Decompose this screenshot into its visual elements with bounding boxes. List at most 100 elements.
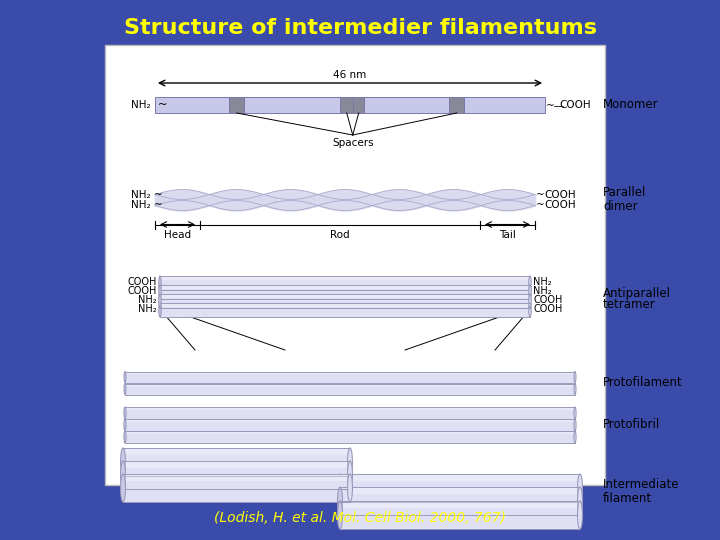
- Bar: [123, 474, 350, 502]
- Bar: [364, 97, 449, 113]
- Text: ~: ~: [154, 200, 163, 210]
- Ellipse shape: [120, 461, 125, 489]
- Text: COOH: COOH: [544, 190, 575, 200]
- Text: tetramer: tetramer: [603, 299, 656, 312]
- Bar: [125, 372, 575, 374]
- Ellipse shape: [348, 448, 353, 476]
- Bar: [123, 448, 350, 476]
- Bar: [160, 276, 530, 290]
- Ellipse shape: [159, 276, 161, 290]
- Bar: [160, 294, 530, 298]
- Text: COOH: COOH: [127, 277, 157, 287]
- Text: (Lodish, H. et al. Mol. Cell Biol. 2000, 767): (Lodish, H. et al. Mol. Cell Biol. 2000,…: [214, 511, 506, 525]
- Text: Tail: Tail: [499, 231, 516, 240]
- Text: Structure of intermedier filamentums: Structure of intermedier filamentums: [124, 18, 596, 38]
- Ellipse shape: [159, 294, 161, 308]
- Text: ~: ~: [154, 98, 168, 111]
- Ellipse shape: [577, 487, 582, 515]
- Text: Intermediate: Intermediate: [603, 478, 680, 491]
- Text: 46 nm: 46 nm: [333, 70, 366, 80]
- Bar: [125, 383, 575, 386]
- Bar: [125, 419, 575, 422]
- Ellipse shape: [574, 419, 576, 431]
- Ellipse shape: [338, 487, 343, 515]
- Bar: [125, 407, 575, 419]
- Text: COOH: COOH: [533, 304, 562, 314]
- Text: Head: Head: [164, 231, 191, 240]
- Text: Protofilament: Protofilament: [603, 376, 683, 389]
- Bar: [155, 97, 229, 113]
- Bar: [160, 294, 530, 308]
- Ellipse shape: [159, 303, 161, 317]
- Text: ~—: ~—: [546, 100, 565, 110]
- Ellipse shape: [348, 461, 353, 489]
- Text: NH₂: NH₂: [138, 304, 157, 314]
- Text: Parallel: Parallel: [603, 186, 647, 199]
- Text: Protofibril: Protofibril: [603, 418, 660, 431]
- Ellipse shape: [124, 419, 126, 431]
- Text: COOH: COOH: [544, 200, 575, 210]
- Ellipse shape: [528, 285, 531, 299]
- Bar: [123, 461, 350, 489]
- Bar: [123, 461, 350, 468]
- Ellipse shape: [120, 474, 125, 502]
- Bar: [125, 407, 575, 410]
- Ellipse shape: [124, 431, 126, 443]
- Bar: [340, 501, 580, 508]
- Ellipse shape: [574, 407, 576, 419]
- Ellipse shape: [528, 294, 531, 308]
- Bar: [125, 431, 575, 443]
- Text: ~: ~: [536, 200, 545, 210]
- Ellipse shape: [577, 501, 582, 529]
- Text: COOH: COOH: [533, 295, 562, 305]
- Text: Rod: Rod: [330, 231, 350, 240]
- Text: NH₂: NH₂: [131, 190, 151, 200]
- Bar: [340, 97, 354, 113]
- Text: ~: ~: [154, 190, 163, 200]
- Ellipse shape: [124, 407, 126, 419]
- Bar: [244, 97, 340, 113]
- Text: COOH: COOH: [127, 286, 157, 296]
- Text: Spacers: Spacers: [332, 138, 374, 148]
- Ellipse shape: [338, 501, 343, 529]
- Text: Monomer: Monomer: [603, 98, 659, 111]
- Text: NH₂: NH₂: [131, 200, 151, 210]
- Ellipse shape: [124, 383, 126, 395]
- Text: dimer: dimer: [603, 200, 638, 213]
- Bar: [160, 303, 530, 317]
- Ellipse shape: [574, 431, 576, 443]
- Ellipse shape: [528, 303, 531, 317]
- Bar: [340, 474, 580, 502]
- Bar: [340, 487, 580, 515]
- Ellipse shape: [348, 474, 353, 502]
- Bar: [125, 383, 575, 395]
- Text: Antiparallel: Antiparallel: [603, 287, 671, 300]
- Bar: [125, 431, 575, 434]
- Ellipse shape: [528, 276, 531, 290]
- Bar: [105, 45, 605, 485]
- Text: COOH: COOH: [559, 100, 590, 110]
- Bar: [160, 276, 530, 280]
- Bar: [464, 97, 545, 113]
- Ellipse shape: [124, 372, 126, 382]
- Ellipse shape: [120, 448, 125, 476]
- Bar: [125, 372, 575, 382]
- Text: filament: filament: [603, 491, 652, 504]
- Bar: [125, 419, 575, 431]
- Bar: [340, 501, 580, 529]
- Bar: [354, 97, 364, 113]
- Text: NH₂: NH₂: [131, 100, 151, 110]
- Text: NH₂: NH₂: [533, 286, 552, 296]
- Bar: [123, 474, 350, 481]
- Bar: [160, 303, 530, 307]
- Bar: [229, 97, 244, 113]
- Bar: [123, 448, 350, 455]
- Ellipse shape: [574, 383, 576, 395]
- Bar: [160, 285, 530, 299]
- Text: NH₂: NH₂: [138, 295, 157, 305]
- Ellipse shape: [574, 372, 576, 382]
- Ellipse shape: [159, 285, 161, 299]
- Bar: [449, 97, 464, 113]
- Text: ~: ~: [536, 190, 545, 200]
- Ellipse shape: [338, 474, 343, 502]
